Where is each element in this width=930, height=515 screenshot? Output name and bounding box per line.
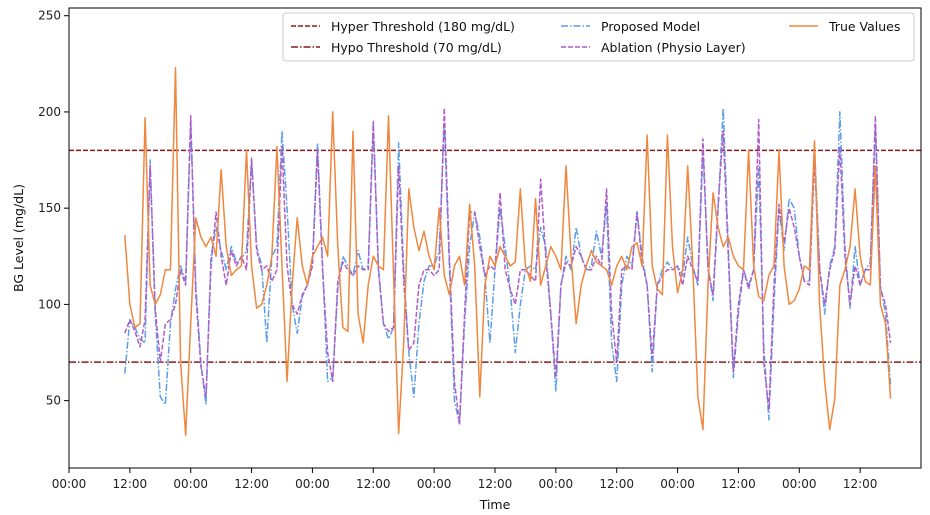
legend-label-hyper: Hyper Threshold (180 mg/dL) xyxy=(331,19,515,34)
x-tick-label: 12:00 xyxy=(356,477,391,491)
x-tick-label: 12:00 xyxy=(721,477,756,491)
x-axis-label: Time xyxy=(479,497,511,512)
legend-label-proposed: Proposed Model xyxy=(601,19,700,34)
legend-box xyxy=(282,12,915,62)
legend-label-ablation: Ablation (Physio Layer) xyxy=(601,40,746,55)
x-tick-label: 00:00 xyxy=(295,477,330,491)
plot-area xyxy=(69,8,921,468)
y-axis-label: BG Level (mg/dL) xyxy=(11,184,26,292)
x-tick-label: 12:00 xyxy=(843,477,878,491)
ablation-physio-layer-series-line xyxy=(124,107,892,425)
x-tick-label: 00:00 xyxy=(173,477,208,491)
y-tick-label: 150 xyxy=(38,201,61,215)
x-tick-label: 00:00 xyxy=(52,477,87,491)
proposed-model-series-line xyxy=(124,107,892,425)
true-values-series-line xyxy=(124,66,892,437)
legend-label-true: True Values xyxy=(828,19,900,34)
y-tick-label: 50 xyxy=(46,394,61,408)
y-tick-label: 200 xyxy=(38,105,61,119)
x-tick-label: 12:00 xyxy=(234,477,269,491)
x-tick-label: 00:00 xyxy=(782,477,817,491)
legend-label-hypo: Hypo Threshold (70 mg/dL) xyxy=(331,40,502,55)
x-tick-label: 00:00 xyxy=(417,477,452,491)
x-tick-label: 12:00 xyxy=(599,477,634,491)
y-tick-label: 100 xyxy=(38,297,61,311)
x-tick-label: 12:00 xyxy=(478,477,513,491)
x-tick-label: 00:00 xyxy=(660,477,695,491)
legend: Hyper Threshold (180 mg/dL) Hypo Thresho… xyxy=(282,12,915,62)
y-tick-label: 250 xyxy=(38,9,61,23)
x-tick-label: 00:00 xyxy=(539,477,574,491)
x-tick-label: 12:00 xyxy=(113,477,148,491)
